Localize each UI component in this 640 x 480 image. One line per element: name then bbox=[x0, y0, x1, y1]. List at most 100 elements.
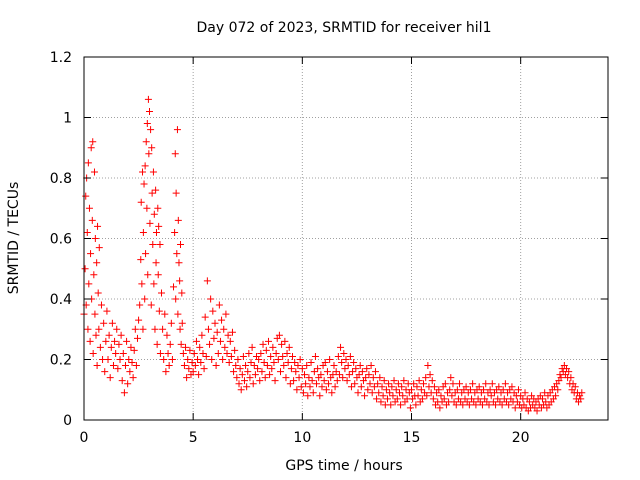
data-point bbox=[486, 386, 494, 394]
data-point bbox=[207, 295, 215, 303]
data-point bbox=[230, 368, 238, 376]
data-point bbox=[132, 362, 140, 370]
data-point bbox=[185, 365, 193, 373]
data-point bbox=[89, 349, 97, 357]
data-point bbox=[172, 295, 180, 303]
data-point bbox=[206, 340, 214, 348]
data-point bbox=[347, 383, 355, 391]
data-point bbox=[552, 392, 560, 400]
data-point bbox=[125, 356, 133, 363]
data-point bbox=[178, 289, 186, 297]
data-point bbox=[85, 280, 93, 288]
data-point bbox=[567, 374, 575, 382]
data-point bbox=[133, 334, 141, 342]
data-point bbox=[259, 340, 267, 348]
data-point bbox=[406, 404, 414, 412]
data-point bbox=[554, 386, 562, 394]
data-point bbox=[232, 362, 240, 370]
data-point bbox=[170, 283, 178, 291]
data-point bbox=[141, 295, 149, 303]
data-point bbox=[369, 374, 377, 382]
data-point bbox=[290, 377, 298, 385]
data-point bbox=[363, 365, 371, 373]
data-point bbox=[430, 383, 438, 391]
data-point bbox=[267, 352, 275, 360]
data-point bbox=[174, 216, 182, 224]
x-tick-label: 10 bbox=[293, 430, 311, 446]
data-point bbox=[465, 401, 473, 409]
data-point bbox=[152, 186, 160, 194]
data-point bbox=[250, 362, 258, 370]
data-point bbox=[255, 356, 263, 363]
data-point bbox=[141, 162, 149, 170]
data-point bbox=[220, 325, 228, 333]
data-point bbox=[149, 241, 157, 249]
data-point bbox=[105, 331, 113, 339]
data-point bbox=[120, 389, 128, 397]
data-point bbox=[283, 349, 291, 357]
data-point bbox=[124, 380, 132, 388]
data-point bbox=[337, 343, 345, 351]
data-point bbox=[514, 386, 522, 394]
data-point bbox=[171, 150, 179, 158]
data-point bbox=[379, 392, 387, 400]
data-point bbox=[163, 331, 171, 339]
data-point bbox=[399, 392, 407, 400]
data-point bbox=[136, 301, 144, 309]
data-point bbox=[366, 380, 374, 388]
data-point bbox=[103, 307, 111, 315]
data-point bbox=[202, 352, 210, 360]
data-point bbox=[282, 374, 290, 382]
data-point bbox=[303, 362, 311, 370]
data-point bbox=[155, 222, 163, 230]
data-point bbox=[228, 328, 236, 336]
data-point bbox=[182, 343, 190, 351]
data-point bbox=[231, 346, 239, 354]
data-point bbox=[272, 349, 280, 357]
data-point bbox=[86, 337, 94, 345]
data-point bbox=[102, 337, 110, 345]
data-point bbox=[137, 198, 145, 206]
data-point bbox=[305, 374, 313, 382]
data-point bbox=[108, 319, 116, 327]
data-point bbox=[352, 365, 360, 373]
data-point bbox=[346, 352, 354, 360]
data-point bbox=[357, 383, 365, 391]
data-point bbox=[441, 380, 449, 388]
data-point bbox=[129, 374, 137, 382]
data-point bbox=[226, 337, 234, 345]
data-point bbox=[306, 383, 314, 391]
data-point bbox=[293, 386, 301, 394]
data-point bbox=[144, 271, 152, 279]
data-point bbox=[449, 380, 457, 388]
data-point bbox=[113, 325, 121, 333]
data-point bbox=[94, 289, 102, 297]
data-point bbox=[147, 126, 155, 134]
data-point bbox=[456, 380, 464, 388]
data-point bbox=[428, 377, 436, 385]
data-point bbox=[153, 340, 161, 348]
data-points bbox=[80, 95, 586, 415]
data-point bbox=[398, 383, 406, 391]
data-point bbox=[525, 398, 533, 406]
data-point bbox=[361, 392, 369, 400]
data-point bbox=[211, 319, 219, 327]
data-point bbox=[367, 362, 375, 370]
data-point bbox=[156, 241, 164, 249]
data-point bbox=[498, 401, 506, 409]
data-point bbox=[195, 371, 203, 379]
data-point bbox=[310, 368, 318, 376]
data-point bbox=[151, 325, 159, 333]
data-point bbox=[393, 395, 401, 403]
data-point bbox=[254, 365, 262, 373]
data-point bbox=[204, 325, 212, 333]
data-point bbox=[426, 371, 434, 379]
data-point bbox=[413, 383, 421, 391]
data-point bbox=[216, 337, 224, 345]
data-point bbox=[284, 359, 292, 367]
data-point bbox=[201, 313, 209, 321]
data-point bbox=[578, 389, 586, 397]
data-point bbox=[145, 150, 153, 158]
data-point bbox=[389, 392, 397, 400]
y-tick-label: 1.2 bbox=[50, 50, 72, 66]
